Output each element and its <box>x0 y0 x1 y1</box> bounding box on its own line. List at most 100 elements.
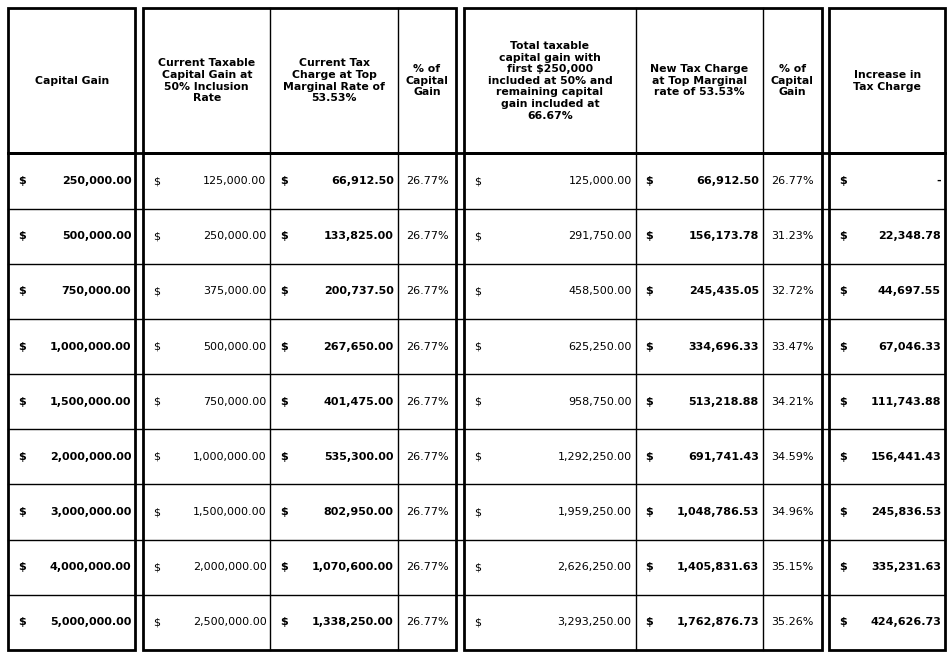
Text: $: $ <box>645 617 653 628</box>
Text: $: $ <box>280 286 288 296</box>
Text: $: $ <box>474 286 481 296</box>
Text: 31.23%: 31.23% <box>770 231 813 241</box>
Text: 5,000,000.00: 5,000,000.00 <box>50 617 131 628</box>
Text: $: $ <box>18 231 26 241</box>
Text: $: $ <box>153 286 160 296</box>
Bar <box>464 153 821 650</box>
Text: 1,338,250.00: 1,338,250.00 <box>311 617 393 628</box>
Text: $: $ <box>18 452 26 462</box>
Text: $: $ <box>645 231 653 241</box>
Text: 1,070,600.00: 1,070,600.00 <box>311 562 393 572</box>
Text: 125,000.00: 125,000.00 <box>203 176 267 186</box>
Text: 2,500,000.00: 2,500,000.00 <box>192 617 267 628</box>
Text: 1,500,000.00: 1,500,000.00 <box>50 397 131 407</box>
Text: 35.26%: 35.26% <box>770 617 813 628</box>
Text: $: $ <box>18 507 26 517</box>
Text: 125,000.00: 125,000.00 <box>567 176 631 186</box>
Text: $: $ <box>474 507 481 517</box>
Text: 34.21%: 34.21% <box>770 397 813 407</box>
Text: 334,696.33: 334,696.33 <box>687 342 758 351</box>
Text: 1,292,250.00: 1,292,250.00 <box>557 452 631 462</box>
Text: $: $ <box>645 176 653 186</box>
Text: $: $ <box>474 452 481 462</box>
Text: 33.47%: 33.47% <box>770 342 813 351</box>
Text: Capital Gain: Capital Gain <box>34 76 109 86</box>
Text: 245,836.53: 245,836.53 <box>870 507 940 517</box>
Text: 32.72%: 32.72% <box>770 286 813 296</box>
Text: $: $ <box>645 342 653 351</box>
Text: $: $ <box>839 176 846 186</box>
Text: $: $ <box>18 286 26 296</box>
Text: 1,500,000.00: 1,500,000.00 <box>192 507 267 517</box>
Text: $: $ <box>153 176 160 186</box>
Text: 22,348.78: 22,348.78 <box>878 231 940 241</box>
Text: 291,750.00: 291,750.00 <box>567 231 631 241</box>
Text: 802,950.00: 802,950.00 <box>324 507 393 517</box>
Text: 34.96%: 34.96% <box>770 507 813 517</box>
Text: 156,441.43: 156,441.43 <box>869 452 940 462</box>
Text: 500,000.00: 500,000.00 <box>203 342 267 351</box>
Text: $: $ <box>280 507 288 517</box>
Text: 2,000,000.00: 2,000,000.00 <box>50 452 131 462</box>
Bar <box>8 153 135 650</box>
Text: 750,000.00: 750,000.00 <box>203 397 267 407</box>
Text: 26.77%: 26.77% <box>406 286 447 296</box>
Text: $: $ <box>153 342 160 351</box>
Text: 26.77%: 26.77% <box>406 507 447 517</box>
Text: 1,000,000.00: 1,000,000.00 <box>192 452 267 462</box>
Text: $: $ <box>474 342 481 351</box>
Text: $: $ <box>839 286 846 296</box>
Text: 66,912.50: 66,912.50 <box>330 176 393 186</box>
Text: 26.77%: 26.77% <box>406 231 447 241</box>
Text: 1,959,250.00: 1,959,250.00 <box>557 507 631 517</box>
Text: $: $ <box>839 231 846 241</box>
Text: 35.15%: 35.15% <box>770 562 812 572</box>
Text: $: $ <box>280 617 288 628</box>
Text: 26.77%: 26.77% <box>406 342 447 351</box>
Text: 375,000.00: 375,000.00 <box>203 286 267 296</box>
Bar <box>828 153 944 650</box>
Bar <box>464 8 821 153</box>
Bar <box>8 8 135 153</box>
Text: % of
Capital
Gain: % of Capital Gain <box>406 64 448 97</box>
Text: Total taxable
capital gain with
first $250,000
included at 50% and
remaining cap: Total taxable capital gain with first $2… <box>487 41 612 120</box>
Text: New Tax Charge
at Top Marginal
rate of 53.53%: New Tax Charge at Top Marginal rate of 5… <box>649 64 747 97</box>
Text: $: $ <box>153 231 160 241</box>
Text: 750,000.00: 750,000.00 <box>62 286 131 296</box>
Text: $: $ <box>18 176 26 186</box>
Text: 66,912.50: 66,912.50 <box>695 176 758 186</box>
Text: 3,293,250.00: 3,293,250.00 <box>557 617 631 628</box>
Text: Current Tax
Charge at Top
Marginal Rate of
53.53%: Current Tax Charge at Top Marginal Rate … <box>283 59 385 103</box>
Text: $: $ <box>18 397 26 407</box>
Text: 1,000,000.00: 1,000,000.00 <box>50 342 131 351</box>
Text: 401,475.00: 401,475.00 <box>323 397 393 407</box>
Text: 1,405,831.63: 1,405,831.63 <box>676 562 758 572</box>
Text: 156,173.78: 156,173.78 <box>687 231 758 241</box>
Text: Current Taxable
Capital Gain at
50% Inclusion
Rate: Current Taxable Capital Gain at 50% Incl… <box>158 59 255 103</box>
Text: 111,743.88: 111,743.88 <box>869 397 940 407</box>
Text: 26.77%: 26.77% <box>406 397 447 407</box>
Text: -: - <box>936 176 940 186</box>
Text: 2,000,000.00: 2,000,000.00 <box>192 562 267 572</box>
Text: $: $ <box>18 562 26 572</box>
Text: 250,000.00: 250,000.00 <box>62 176 131 186</box>
Bar <box>143 153 456 650</box>
Text: 2,626,250.00: 2,626,250.00 <box>557 562 631 572</box>
Text: 34.59%: 34.59% <box>770 452 813 462</box>
Text: 26.77%: 26.77% <box>406 562 447 572</box>
Text: 424,626.73: 424,626.73 <box>869 617 940 628</box>
Text: $: $ <box>839 397 846 407</box>
Text: 625,250.00: 625,250.00 <box>567 342 631 351</box>
Text: 335,231.63: 335,231.63 <box>870 562 940 572</box>
Text: $: $ <box>280 342 288 351</box>
Text: 500,000.00: 500,000.00 <box>62 231 131 241</box>
Text: $: $ <box>645 507 653 517</box>
Bar <box>828 8 944 153</box>
Text: 1,762,876.73: 1,762,876.73 <box>676 617 758 628</box>
Text: $: $ <box>474 231 481 241</box>
Text: 535,300.00: 535,300.00 <box>324 452 393 462</box>
Text: 26.77%: 26.77% <box>406 452 447 462</box>
Text: $: $ <box>474 397 481 407</box>
Text: $: $ <box>153 507 160 517</box>
Text: 958,750.00: 958,750.00 <box>567 397 631 407</box>
